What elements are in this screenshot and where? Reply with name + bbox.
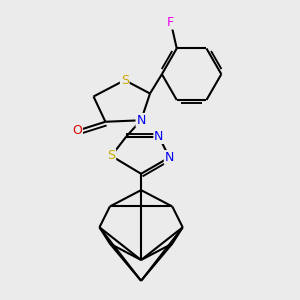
Text: S: S xyxy=(107,149,116,162)
Text: N: N xyxy=(136,114,146,127)
Text: F: F xyxy=(167,16,174,29)
Text: N: N xyxy=(165,151,174,164)
Text: S: S xyxy=(121,74,129,87)
Text: N: N xyxy=(154,130,164,143)
Text: O: O xyxy=(72,124,82,137)
